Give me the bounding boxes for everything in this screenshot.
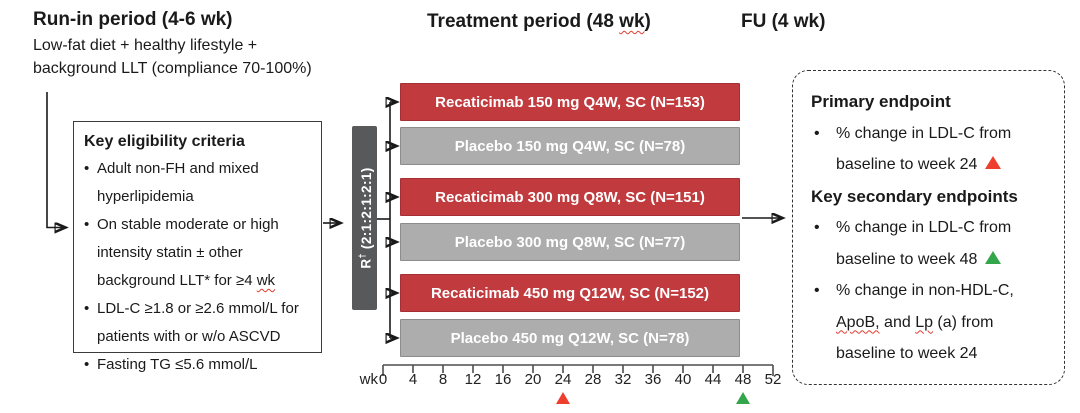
run-in-subtitle-line-1: Low-fat diet + healthy lifestyle + bbox=[33, 37, 258, 54]
run-in-period-header: Run-in period (4-6 wk) Low-fat diet + he… bbox=[33, 9, 312, 80]
text-segment: Fasting TG ≤5.6 mmol/L bbox=[97, 356, 258, 373]
axis-tick-label: 24 bbox=[554, 371, 572, 388]
text-segment: baseline to week 24 bbox=[836, 156, 982, 173]
bullet-text: Adult non-FH and mixed hyperlipidemia bbox=[97, 155, 259, 211]
secondary-endpoints-list: • % change in LDL-C from baseline to week … bbox=[811, 212, 1056, 370]
active-arm-bar-3: Recaticimab 300 mg Q8W, SC (N=151) bbox=[400, 178, 740, 216]
followup-period-title: FU (4 wk) bbox=[741, 11, 826, 32]
bullet-text: On stable moderate or high intensity stat… bbox=[97, 211, 279, 295]
treatment-arms: Recaticimab 150 mg Q4W, SC (N=153) Placeb… bbox=[400, 0, 740, 413]
bullet-glyph: • bbox=[84, 300, 90, 317]
week-axis-ruler bbox=[382, 364, 774, 376]
randomization-dagger: † bbox=[356, 253, 367, 259]
treatment-period-title: Treatment period (48 wk) bbox=[427, 11, 651, 33]
active-arm-bar-5: Recaticimab 450 mg Q12W, SC (N=152) bbox=[400, 274, 740, 312]
text-segment: baseline to week 24 bbox=[836, 345, 978, 362]
axis-tick-label: 16 bbox=[494, 371, 512, 388]
axis-tick-label: 20 bbox=[524, 371, 542, 388]
primary-endpoint-title: Primary endpoint bbox=[811, 92, 951, 111]
axis-tick-label: 36 bbox=[644, 371, 662, 388]
text-segment: (a) from bbox=[932, 313, 994, 331]
axis-tick-label: 28 bbox=[584, 371, 602, 388]
randomization-bar: R† (2:1:2:1:2:1) bbox=[352, 126, 377, 310]
text-segment: hyperlipidemia bbox=[97, 188, 194, 205]
bullet-text: % change in LDL-C from baseline to week 2… bbox=[836, 118, 1011, 181]
bullet-item: • % change in LDL-C from baseline to week … bbox=[811, 118, 1056, 181]
bullet-glyph: • bbox=[84, 160, 90, 177]
axis-tick-label: 44 bbox=[704, 371, 722, 388]
randomization-ratio: (2:1:2:1:2:1) bbox=[357, 167, 373, 250]
run-in-subtitle-line-2: background LLT (compliance 70-100%) bbox=[33, 60, 312, 77]
text-segment: % change in non-HDL-C, bbox=[836, 282, 1014, 299]
text-segment: On stable moderate or high bbox=[97, 216, 279, 233]
endpoint-marker-triangle-icon bbox=[984, 250, 1001, 264]
treatment-title-text: Treatment period (48 bbox=[427, 11, 620, 32]
text-segment: wk bbox=[256, 272, 276, 289]
randomization-label: R† (2:1:2:1:2:1) bbox=[356, 167, 373, 268]
placebo-arm-bar-4: Placebo 300 mg Q8W, SC (N=77) bbox=[400, 223, 740, 261]
text-segment: background LLT* for ≥4 bbox=[97, 272, 257, 289]
secondary-endpoint-marker-week-48 bbox=[735, 392, 750, 404]
bullet-item: • Adult non-FH and mixed hyperlipidemia bbox=[84, 155, 317, 211]
text-segment: % change in LDL-C from bbox=[836, 219, 1012, 236]
endpoints-box: Primary endpoint • % change in LDL-C from… bbox=[792, 70, 1065, 385]
treatment-title-squiggle-word: wk bbox=[619, 11, 645, 32]
eligibility-criteria-box: Key eligibility criteria • Adult non-FH a… bbox=[73, 121, 322, 373]
text-segment: ApoB, bbox=[836, 313, 880, 331]
bullet-glyph: • bbox=[814, 219, 820, 236]
axis-tick-label: 32 bbox=[614, 371, 632, 388]
secondary-endpoints-title: Key secondary endpoints bbox=[811, 186, 1018, 206]
bullet-item: • LDL-C ≥1.8 or ≥2.6 mmol/L for patients w… bbox=[84, 295, 317, 351]
bullet-item: • On stable moderate or high intensity sta… bbox=[84, 211, 317, 295]
text-segment: baseline to week 48 bbox=[836, 250, 982, 268]
randomization-r: R bbox=[357, 258, 373, 269]
placebo-arm-bar-6: Placebo 450 mg Q12W, SC (N=78) bbox=[400, 319, 740, 357]
text-segment: and bbox=[879, 313, 916, 331]
text-segment: Lp bbox=[915, 313, 933, 331]
placebo-arm-bar-2: Placebo 150 mg Q4W, SC (N=78) bbox=[400, 127, 740, 165]
bullet-item: • % change in LDL-C from baseline to week … bbox=[811, 212, 1056, 275]
text-segment: Adult non-FH and mixed bbox=[97, 160, 259, 177]
week-axis-unit-label: wk bbox=[359, 371, 378, 388]
endpoint-marker-triangle-icon bbox=[984, 156, 1001, 169]
bullet-text: LDL-C ≥1.8 or ≥2.6 mmol/L for patients wi… bbox=[97, 295, 299, 351]
branch-arrows bbox=[390, 102, 395, 338]
eligibility-title: Key eligibility criteria bbox=[84, 133, 245, 150]
bullet-text: % change in LDL-C from baseline to week 4… bbox=[836, 212, 1011, 275]
primary-endpoint-marker-week-24 bbox=[555, 392, 570, 404]
bullet-text: % change in non-HDL-C, ApoB, and Lp (a) f… bbox=[836, 275, 1014, 370]
bullet-glyph: • bbox=[814, 124, 820, 142]
axis-tick-label: 48 bbox=[734, 371, 752, 388]
eligibility-bullet-list: • Adult non-FH and mixed hyperlipidemia • On… bbox=[84, 155, 317, 379]
bullet-item: • % change in non-HDL-C, ApoB, and Lp (a) … bbox=[811, 275, 1056, 370]
runin-elbow-arrow bbox=[46, 92, 64, 228]
text-segment: intensity statin ± other bbox=[97, 244, 243, 261]
axis-tick-label: 40 bbox=[674, 371, 692, 388]
axis-tick-label: 4 bbox=[408, 371, 418, 388]
axis-tick-label: 8 bbox=[438, 371, 448, 388]
text-segment: % change in LDL-C from bbox=[836, 124, 1012, 142]
bullet-glyph: • bbox=[84, 216, 90, 233]
bullet-glyph: • bbox=[84, 356, 90, 373]
axis-tick-label: 0 bbox=[378, 371, 388, 388]
bullet-text: Fasting TG ≤5.6 mmol/L bbox=[97, 351, 258, 379]
run-in-title: Run-in period (4-6 wk) bbox=[33, 9, 233, 30]
treatment-title-close: ) bbox=[644, 11, 651, 32]
axis-tick-label: 52 bbox=[764, 371, 782, 388]
bullet-item: • Fasting TG ≤5.6 mmol/L bbox=[84, 351, 317, 379]
active-arm-bar-1: Recaticimab 150 mg Q4W, SC (N=153) bbox=[400, 83, 740, 121]
axis-tick-label: 12 bbox=[464, 371, 482, 388]
text-segment: patients with or w/o ASCVD bbox=[97, 328, 281, 345]
text-segment: LDL-C ≥1.8 or ≥2.6 mmol/L for bbox=[97, 300, 299, 317]
bullet-glyph: • bbox=[814, 282, 820, 299]
primary-endpoint-list: • % change in LDL-C from baseline to week … bbox=[811, 118, 1056, 181]
